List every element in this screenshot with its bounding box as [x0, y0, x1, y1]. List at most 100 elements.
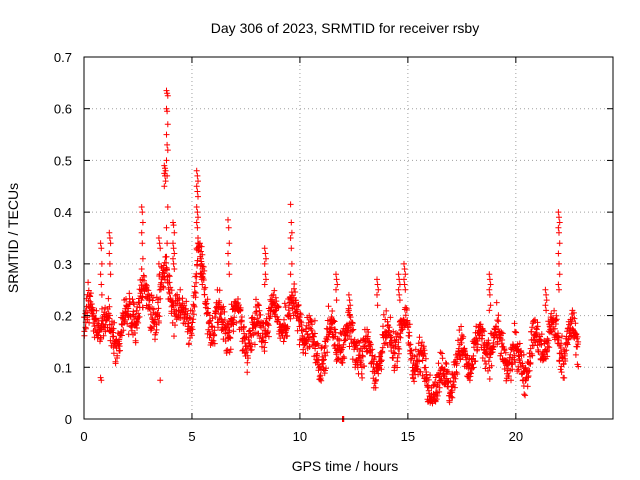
data-point	[571, 334, 578, 341]
data-point	[479, 332, 486, 339]
data-point	[298, 327, 305, 334]
data-point	[138, 204, 145, 210]
y-tick-label: 0.7	[54, 50, 72, 65]
data-point	[349, 356, 356, 363]
data-point	[164, 92, 171, 99]
data-point	[165, 272, 172, 279]
data-point	[245, 355, 251, 362]
data-point	[543, 291, 550, 298]
data-point	[287, 315, 294, 322]
data-point	[100, 332, 107, 339]
y-tick-label: 0.2	[54, 309, 72, 324]
data-point	[227, 346, 234, 353]
data-point	[486, 376, 493, 382]
data-point	[575, 338, 582, 345]
data-point	[526, 367, 533, 374]
data-point	[455, 337, 461, 344]
data-point	[306, 312, 313, 319]
data-point	[342, 336, 349, 343]
data-point	[503, 377, 510, 384]
data-point	[522, 392, 529, 399]
data-point	[162, 178, 169, 185]
data-point	[244, 345, 251, 352]
data-point	[322, 343, 329, 349]
data-point	[555, 334, 562, 341]
data-point	[231, 314, 238, 321]
data-point	[170, 219, 176, 226]
data-point	[194, 224, 201, 231]
data-point	[499, 337, 506, 343]
data-point	[162, 165, 168, 172]
data-point	[419, 357, 426, 364]
data-point	[193, 273, 200, 280]
data-point	[264, 328, 271, 335]
chart-title: Day 306 of 2023, SRMTID for receiver rsb…	[211, 20, 479, 36]
data-point	[394, 331, 401, 338]
data-point	[406, 332, 413, 339]
data-point	[264, 321, 271, 328]
data-point	[449, 394, 456, 401]
data-point	[287, 271, 294, 278]
data-point	[387, 334, 394, 341]
data-point	[508, 377, 514, 384]
data-point	[163, 253, 170, 260]
data-point	[467, 370, 474, 377]
data-point	[172, 322, 178, 329]
data-point	[570, 309, 577, 316]
data-point	[193, 245, 200, 252]
data-point	[548, 310, 555, 317]
data-point	[532, 339, 539, 346]
data-point	[433, 396, 440, 403]
y-tick-label: 0.4	[54, 205, 72, 220]
data-point	[543, 297, 550, 304]
data-point	[190, 302, 197, 309]
data-point	[241, 350, 248, 357]
data-point	[125, 305, 132, 312]
data-point	[107, 240, 114, 247]
data-point	[157, 295, 164, 302]
data-point	[171, 333, 177, 340]
data-point	[474, 341, 481, 348]
data-point	[163, 87, 170, 94]
data-point	[120, 327, 127, 334]
data-point	[556, 286, 562, 293]
data-point	[471, 344, 477, 351]
data-point	[318, 377, 325, 384]
x-tick-label: 10	[293, 429, 307, 444]
data-points	[81, 87, 582, 422]
y-tick-label: 0	[65, 412, 72, 427]
data-point	[280, 338, 287, 345]
data-point	[501, 347, 508, 354]
data-point	[102, 304, 109, 311]
data-point	[298, 319, 305, 326]
data-point	[248, 346, 255, 353]
data-point	[575, 363, 582, 370]
data-point	[284, 323, 291, 330]
data-point	[135, 319, 142, 326]
data-point	[126, 290, 133, 297]
data-point	[139, 304, 146, 311]
data-point	[282, 304, 289, 311]
data-point	[281, 300, 288, 307]
data-point	[110, 344, 117, 351]
data-point	[448, 393, 455, 400]
data-point	[411, 378, 418, 385]
data-point	[367, 341, 374, 348]
data-point	[193, 183, 200, 190]
data-point	[193, 204, 200, 210]
data-point	[494, 317, 501, 324]
data-point	[320, 356, 327, 363]
data-point	[380, 323, 386, 330]
data-point	[486, 271, 493, 278]
data-point	[561, 374, 568, 381]
data-point	[460, 333, 467, 340]
data-point	[263, 255, 269, 262]
data-point	[197, 240, 203, 247]
data-point	[139, 276, 146, 283]
data-point	[166, 279, 173, 286]
data-point	[198, 255, 204, 262]
data-point	[194, 257, 201, 264]
data-point	[524, 383, 531, 390]
data-point	[542, 286, 549, 293]
